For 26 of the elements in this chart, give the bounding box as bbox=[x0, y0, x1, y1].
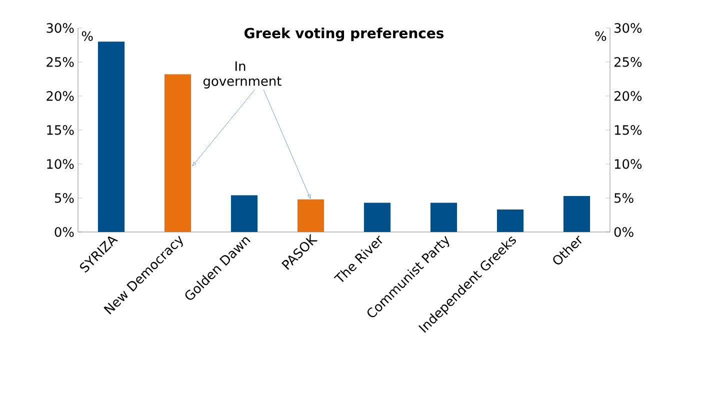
y2-tick-label: 30% bbox=[614, 23, 642, 33]
bar bbox=[496, 210, 524, 232]
y-tick-label: 30% bbox=[46, 23, 74, 33]
y2-tick-label: 0% bbox=[614, 227, 634, 237]
y2-tick-label: 15% bbox=[614, 125, 642, 135]
y2-tick-label: 25% bbox=[614, 57, 642, 67]
y2-axis-title: % bbox=[595, 31, 606, 41]
y-tick-label: 15% bbox=[47, 125, 74, 135]
bar bbox=[98, 42, 125, 232]
y-axis-title: % bbox=[82, 31, 93, 41]
y-tick-label: 20% bbox=[46, 91, 74, 101]
y2-tick-label: 20% bbox=[614, 91, 642, 101]
chart-title: Greek voting preferences bbox=[244, 28, 444, 42]
y-tick-label: 5% bbox=[54, 193, 74, 203]
bar bbox=[164, 74, 192, 232]
bar bbox=[364, 202, 391, 232]
annotation: In government bbox=[203, 61, 282, 88]
bar bbox=[563, 196, 590, 232]
bar bbox=[297, 199, 324, 232]
bar bbox=[230, 195, 258, 232]
y2-tick-label: 10% bbox=[614, 159, 642, 169]
y-tick-label: 0% bbox=[54, 227, 74, 237]
y2-tick-label: 5% bbox=[614, 193, 634, 203]
bar bbox=[430, 202, 458, 232]
y-tick-label: 25% bbox=[46, 57, 74, 67]
y-tick-label: 10% bbox=[47, 159, 74, 169]
